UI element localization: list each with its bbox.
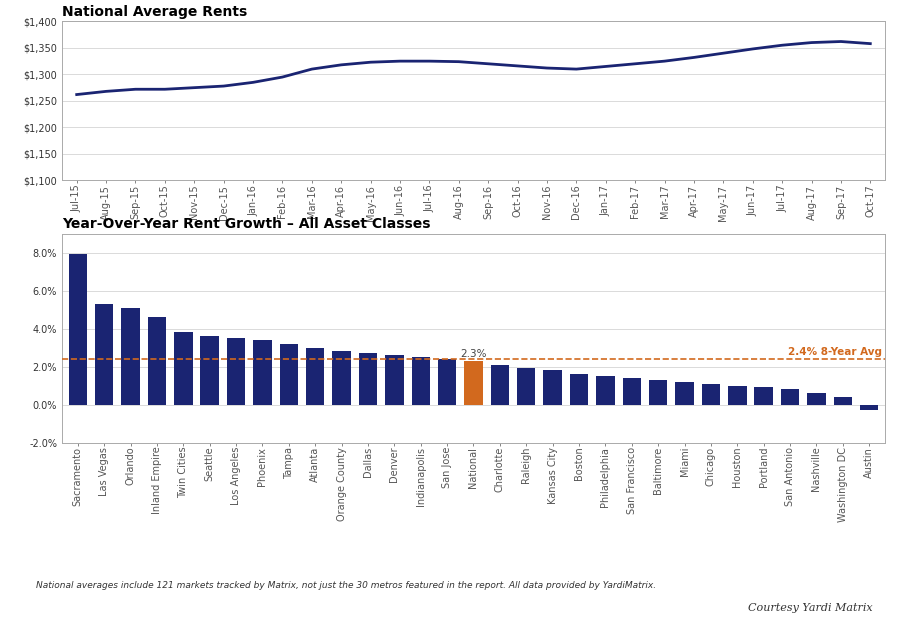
Bar (306, 348, 325, 404)
Bar (570, 374, 589, 404)
Bar (544, 371, 562, 404)
Bar (649, 380, 668, 404)
Bar (623, 378, 641, 404)
Bar (860, 404, 878, 410)
Bar (517, 368, 535, 404)
Text: 2.4% 8-Year Avg: 2.4% 8-Year Avg (788, 347, 882, 357)
Bar (148, 317, 166, 404)
Bar (807, 393, 825, 404)
Bar (174, 333, 193, 404)
Bar (201, 336, 219, 404)
Text: 2.3%: 2.3% (460, 349, 487, 359)
Bar (754, 388, 773, 404)
Bar (95, 304, 113, 404)
Bar (227, 338, 246, 404)
Bar (438, 359, 456, 404)
Bar (491, 364, 509, 404)
Text: Courtesy Yardi Matrix: Courtesy Yardi Matrix (749, 603, 873, 613)
Bar (280, 344, 298, 404)
Bar (702, 384, 720, 404)
Bar (253, 340, 272, 404)
Text: National averages include 121 markets tracked by Matrix, not just the 30 metros : National averages include 121 markets tr… (36, 581, 656, 590)
Bar (781, 389, 799, 404)
Bar (122, 308, 140, 404)
Bar (728, 386, 746, 404)
Bar (464, 361, 482, 404)
Bar (411, 357, 430, 404)
Bar (332, 351, 351, 404)
Bar (833, 397, 852, 404)
Bar (68, 255, 87, 404)
Text: National Average Rents: National Average Rents (62, 5, 248, 19)
Bar (675, 382, 694, 404)
Bar (385, 355, 403, 404)
Bar (359, 353, 377, 404)
Bar (596, 376, 615, 404)
Text: Year-Over-Year Rent Growth – All Asset Classes: Year-Over-Year Rent Growth – All Asset C… (62, 217, 430, 231)
